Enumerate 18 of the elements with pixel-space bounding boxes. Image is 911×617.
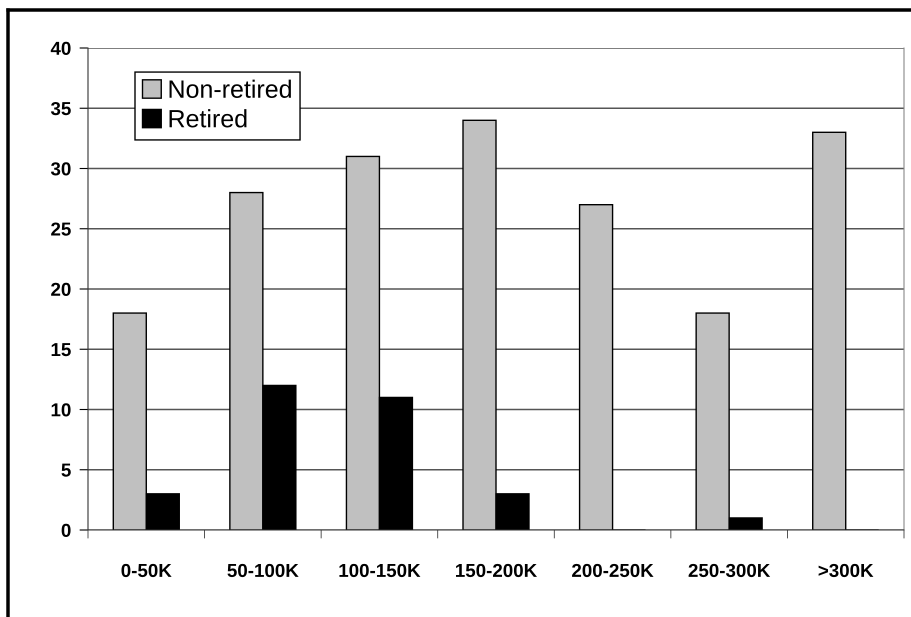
y-tick-label: 30 xyxy=(50,162,71,176)
x-tick-label: 0-50K xyxy=(121,564,172,578)
y-tick-label: 10 xyxy=(52,403,71,416)
x-tick-label: 250-300K xyxy=(688,564,770,578)
legend-label: Retired xyxy=(170,109,246,128)
x-tick-label: 150-200K xyxy=(456,564,538,578)
x-tick-label: 200-250K xyxy=(572,564,654,578)
y-tick-label: 40 xyxy=(50,42,71,55)
x-tick-label: >300K xyxy=(818,564,874,578)
y-tick-label: 35 xyxy=(50,102,71,116)
y-tick-label: 0 xyxy=(62,524,71,537)
x-tick-label: 100-150K xyxy=(339,564,420,578)
y-tick-label: 15 xyxy=(52,343,71,356)
x-tick-label: 50-100K xyxy=(227,564,299,578)
y-tick-label: 25 xyxy=(51,222,71,236)
y-tick-label: 5 xyxy=(61,464,71,477)
y-tick-label: 20 xyxy=(51,282,71,296)
legend-label: Non-retired xyxy=(170,80,291,98)
